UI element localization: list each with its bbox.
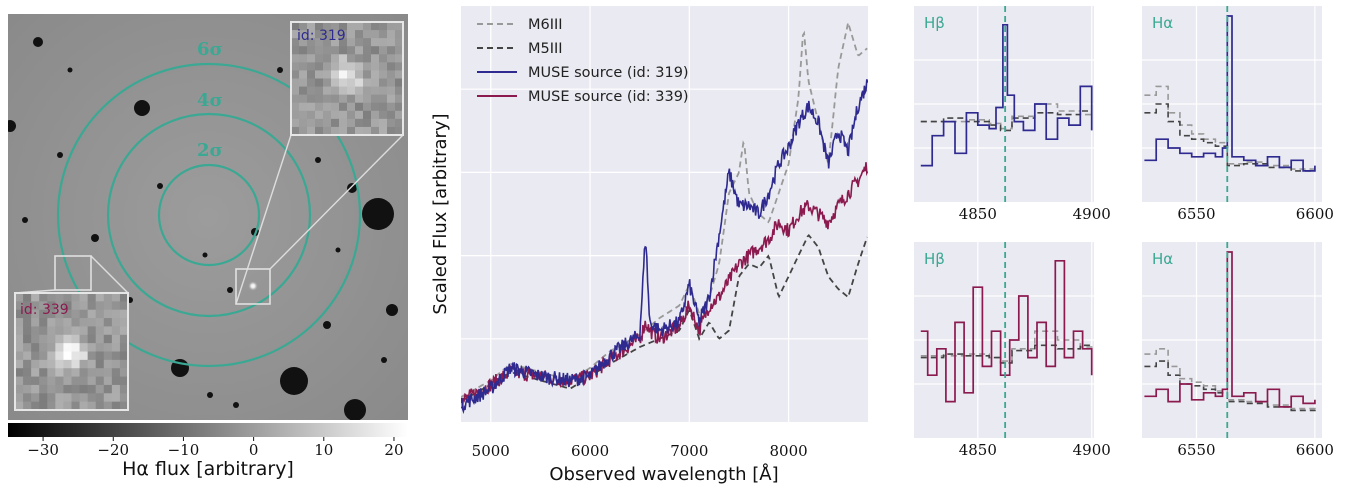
ring-2-sigma	[157, 163, 261, 267]
zoom-series-line	[920, 343, 1093, 364]
zoom-series-line	[1144, 348, 1316, 413]
zoom-series-line	[920, 23, 1093, 167]
sigma-rings	[56, 62, 362, 368]
field-stars	[8, 26, 399, 420]
inset-319: id: 319	[290, 21, 404, 136]
label-6-sigma: 6σ	[197, 39, 223, 60]
colorbar-ticks: −30 −20 −10 0 10 20	[27, 437, 404, 459]
zoom-box-319	[235, 268, 271, 305]
zoom-series	[920, 259, 1093, 403]
main-series-line	[461, 162, 868, 409]
inset-339-label: id: 339	[20, 302, 69, 318]
zoom-series-line	[920, 259, 1093, 403]
zoom-panel-title: Hβ	[924, 250, 945, 268]
zoom-x-tick-label: 4900	[1073, 205, 1111, 223]
main-x-label: Observed wavelength [Å]	[549, 463, 778, 485]
main-y-label: Scaled Flux [arbitrary]	[430, 113, 451, 314]
colorbar-tick-label: −30	[27, 441, 59, 459]
zoom-panel-1: Hβ 4850 4900	[914, 6, 1111, 223]
zoom-panel-2: Hα 6550 6600	[1142, 6, 1334, 223]
main-series-line	[461, 79, 868, 415]
zoom-x-tick-label: 6600	[1296, 441, 1334, 459]
legend: M6III M5III MUSE source (id: 319) MUSE sour…	[477, 17, 689, 105]
colorbar-tick-label: −10	[168, 441, 200, 459]
legend-entry: M5III	[528, 41, 563, 57]
label-2-sigma: 2σ	[197, 140, 223, 161]
narrowband-image-panel: 6σ 4σ 2σ id: 319 id: 339 −30 −20 −10 0 10 20 …	[8, 14, 408, 480]
colorbar-tick-label: −20	[97, 441, 129, 459]
zoom-box-339	[54, 255, 92, 291]
main-x-tick-label: 7000	[670, 442, 708, 460]
colorbar-tick-label: 20	[384, 441, 403, 459]
zoom-series	[920, 23, 1093, 167]
zoom-panel-title: Hβ	[924, 14, 945, 32]
inset-319-label: id: 319	[297, 28, 346, 44]
main-series	[461, 22, 868, 415]
line-zoom-panels: Hβ 4850 4900 Hα 6550 6600 Hβ 4850 4900 Hα 6550 6600	[914, 6, 1334, 459]
main-x-ticks: 5000 6000 7000 8000	[472, 442, 808, 460]
zoom-panel-title: Hα	[1152, 250, 1173, 268]
zoom-x-tick-label: 6550	[1177, 205, 1215, 223]
label-4-sigma: 4σ	[197, 90, 223, 111]
zoom-series-line	[1144, 103, 1315, 172]
main-spectrum-panel: 5000 6000 7000 8000 Observed wavelength [Å]…	[430, 6, 868, 485]
zoom-panel-4: Hα 6550 6600	[1142, 242, 1334, 459]
legend-entry: M6III	[528, 17, 563, 33]
zoom-x-tick-label: 4900	[1073, 441, 1111, 459]
main-series-line	[461, 233, 868, 402]
source-319-glow	[248, 281, 258, 291]
colorbar-tick-label: 10	[314, 441, 333, 459]
main-x-tick-label: 5000	[472, 442, 510, 460]
legend-entry: MUSE source (id: 319)	[528, 65, 689, 81]
legend-entry: MUSE source (id: 339)	[528, 89, 689, 105]
ring-4-sigma	[106, 112, 312, 318]
zoom-x-tick-label: 6600	[1296, 205, 1334, 223]
colorbar-label: Hα flux [arbitrary]	[122, 458, 294, 480]
colorbar-tick-label: 0	[249, 441, 259, 459]
inset-339: id: 339	[14, 292, 129, 411]
main-series-line	[461, 22, 868, 398]
zoom-x-tick-label: 6550	[1177, 441, 1215, 459]
zoom-panel-3: Hβ 4850 4900	[914, 242, 1111, 459]
main-x-tick-label: 8000	[769, 442, 807, 460]
zoom-series-line	[1144, 360, 1316, 414]
main-x-tick-label: 6000	[571, 442, 609, 460]
colorbar	[8, 423, 408, 437]
zoom-panel-title: Hα	[1152, 14, 1173, 32]
zoom-x-tick-label: 4850	[959, 441, 997, 459]
zoom-x-tick-label: 4850	[959, 205, 997, 223]
ring-6-sigma	[56, 62, 362, 368]
